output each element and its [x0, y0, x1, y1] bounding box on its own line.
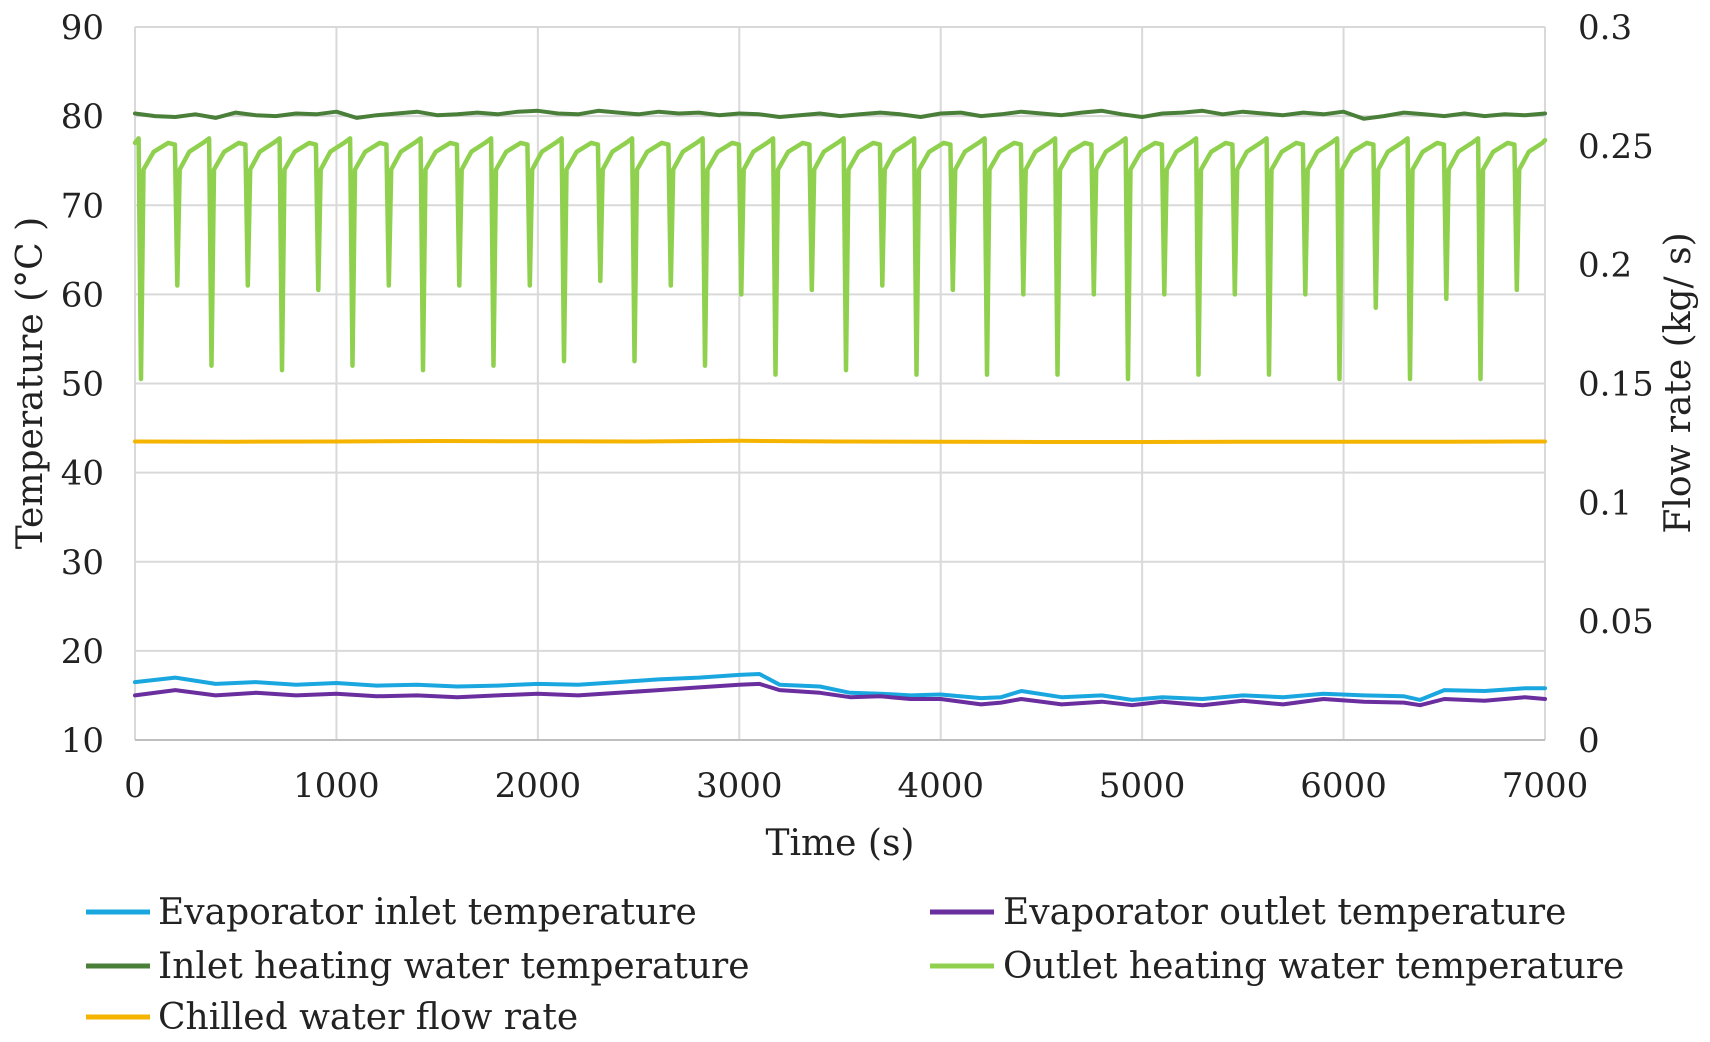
y-tick-label: 20: [61, 632, 104, 672]
legend-item-chilled-water-flow[interactable]: Chilled water flow rate: [86, 997, 578, 1038]
y-tick-label: 90: [61, 8, 104, 48]
legend-label: Outlet heating water temperature: [1003, 946, 1624, 987]
x-tick-label: 3000: [696, 766, 783, 806]
x-axis-title: Time (s): [766, 823, 915, 864]
y-tick-label: 10: [61, 721, 104, 761]
legend: Evaporator inlet temperature Evaporator …: [86, 892, 1624, 1038]
x-tick-label: 5000: [1099, 766, 1186, 806]
legend-label: Chilled water flow rate: [158, 997, 578, 1038]
y2-tick-label: 0.25: [1578, 127, 1654, 167]
legend-label: Evaporator inlet temperature: [158, 892, 697, 933]
y-tick-label: 50: [61, 365, 104, 405]
y-tick-label: 80: [61, 97, 104, 137]
y2-axis-title: Flow rate (kg/ s): [1658, 232, 1699, 533]
legend-item-evaporator-inlet[interactable]: Evaporator inlet temperature: [86, 892, 697, 933]
y2-tick-label: 0.15: [1578, 365, 1654, 405]
legend-label: Evaporator outlet temperature: [1003, 892, 1566, 933]
y-tick-label: 70: [61, 186, 104, 226]
series-line-outlet-heating-water-temperature: [132, 136, 1548, 382]
series-line-inlet-heating-water-temperature: [133, 108, 1547, 121]
x-tick-label: 4000: [897, 766, 984, 806]
x-tick-label: 1000: [293, 766, 380, 806]
grid: [134, 26, 1546, 741]
legend-item-inlet-heating-water[interactable]: Inlet heating water temperature: [86, 946, 750, 987]
y2-tick-label: 0: [1578, 721, 1600, 761]
series-line-evaporator-outlet-temperature: [133, 681, 1547, 708]
x-tick-label: 6000: [1300, 766, 1387, 806]
y2-tick-label: 0.05: [1578, 602, 1654, 642]
x-tick-label: 7000: [1502, 766, 1589, 806]
y2-tick-label: 0.2: [1578, 246, 1632, 286]
y-tick-label: 40: [61, 454, 104, 494]
y-tick-label: 60: [61, 275, 104, 315]
legend-item-outlet-heating-water[interactable]: Outlet heating water temperature: [930, 946, 1624, 987]
plot-area: [132, 108, 1548, 708]
legend-label: Inlet heating water temperature: [158, 946, 750, 987]
x-tick-label: 2000: [495, 766, 582, 806]
legend-item-evaporator-outlet[interactable]: Evaporator outlet temperature: [930, 892, 1566, 933]
series-line-evaporator-inlet-temperature: [133, 672, 1547, 702]
y-axis-title: Temperature (°C ): [10, 217, 51, 549]
series-line-chilled-water-flow-rate: [133, 438, 1547, 444]
y-tick-label: 30: [61, 543, 104, 583]
tick-labels: 0 1000 2000 3000 4000 5000 6000 7000 10 20 30 40 50 6…: [61, 8, 1654, 806]
y2-tick-label: 0.3: [1578, 8, 1632, 48]
x-tick-label: 0: [124, 766, 146, 806]
y2-tick-label: 0.1: [1578, 483, 1632, 523]
